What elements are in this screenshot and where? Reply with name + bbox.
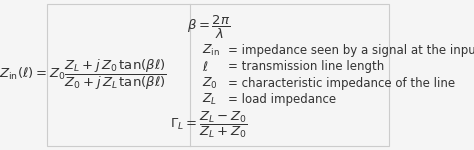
Text: $\ell$: $\ell$ bbox=[202, 60, 209, 74]
Text: = transmission line length: = transmission line length bbox=[228, 60, 384, 73]
Text: $Z_{\mathrm{in}}$: $Z_{\mathrm{in}}$ bbox=[202, 43, 220, 58]
Text: $\beta = \dfrac{2\pi}{\lambda}$: $\beta = \dfrac{2\pi}{\lambda}$ bbox=[188, 14, 231, 41]
Text: $Z_L$: $Z_L$ bbox=[202, 92, 218, 107]
Text: $Z_{\mathrm{in}}(\ell) = Z_0 \dfrac{Z_L + j\,Z_0\,\tan(\beta\ell)}{Z_0 + j\,Z_L\: $Z_{\mathrm{in}}(\ell) = Z_0 \dfrac{Z_L … bbox=[0, 58, 167, 92]
Text: = characteristic impedance of the line: = characteristic impedance of the line bbox=[228, 77, 456, 90]
Text: $\Gamma_L = \dfrac{Z_L - Z_0}{Z_L + Z_0}$: $\Gamma_L = \dfrac{Z_L - Z_0}{Z_L + Z_0}… bbox=[171, 110, 248, 140]
Text: $Z_0$: $Z_0$ bbox=[202, 76, 218, 91]
Text: = impedance seen by a signal at the input: = impedance seen by a signal at the inpu… bbox=[228, 44, 474, 57]
Text: = load impedance: = load impedance bbox=[228, 93, 337, 106]
